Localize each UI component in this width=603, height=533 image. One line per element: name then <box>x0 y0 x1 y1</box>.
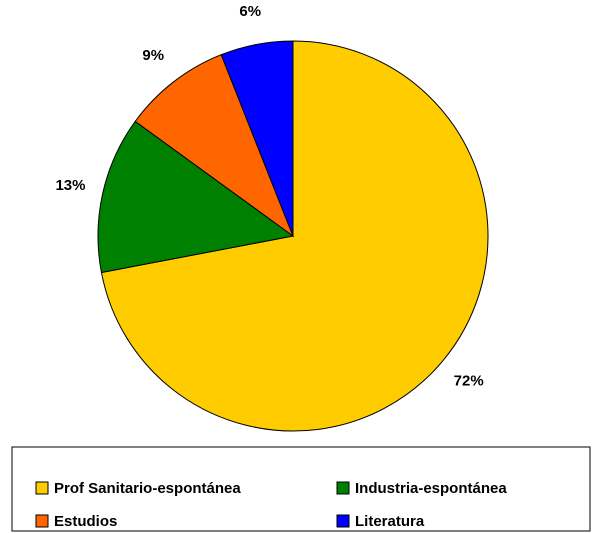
legend-swatch <box>35 514 49 528</box>
data-label: 72% <box>454 372 484 389</box>
legend-label: Literatura <box>355 513 425 530</box>
data-label: 13% <box>55 177 85 194</box>
data-label: 9% <box>142 47 164 64</box>
legend-label: Prof Sanitario-espontánea <box>54 480 241 497</box>
legend-swatch <box>336 514 350 528</box>
legend-label: Estudios <box>54 513 117 530</box>
pie-slice <box>134 54 295 238</box>
legend-box <box>11 446 591 532</box>
pie-slice <box>97 120 295 274</box>
legend-label: Industria-espontánea <box>355 480 507 497</box>
data-label: 6% <box>239 3 261 20</box>
pie-slice <box>220 40 294 237</box>
legend-swatch <box>336 481 350 495</box>
legend-swatch <box>35 481 49 495</box>
pie-slice <box>100 40 489 432</box>
